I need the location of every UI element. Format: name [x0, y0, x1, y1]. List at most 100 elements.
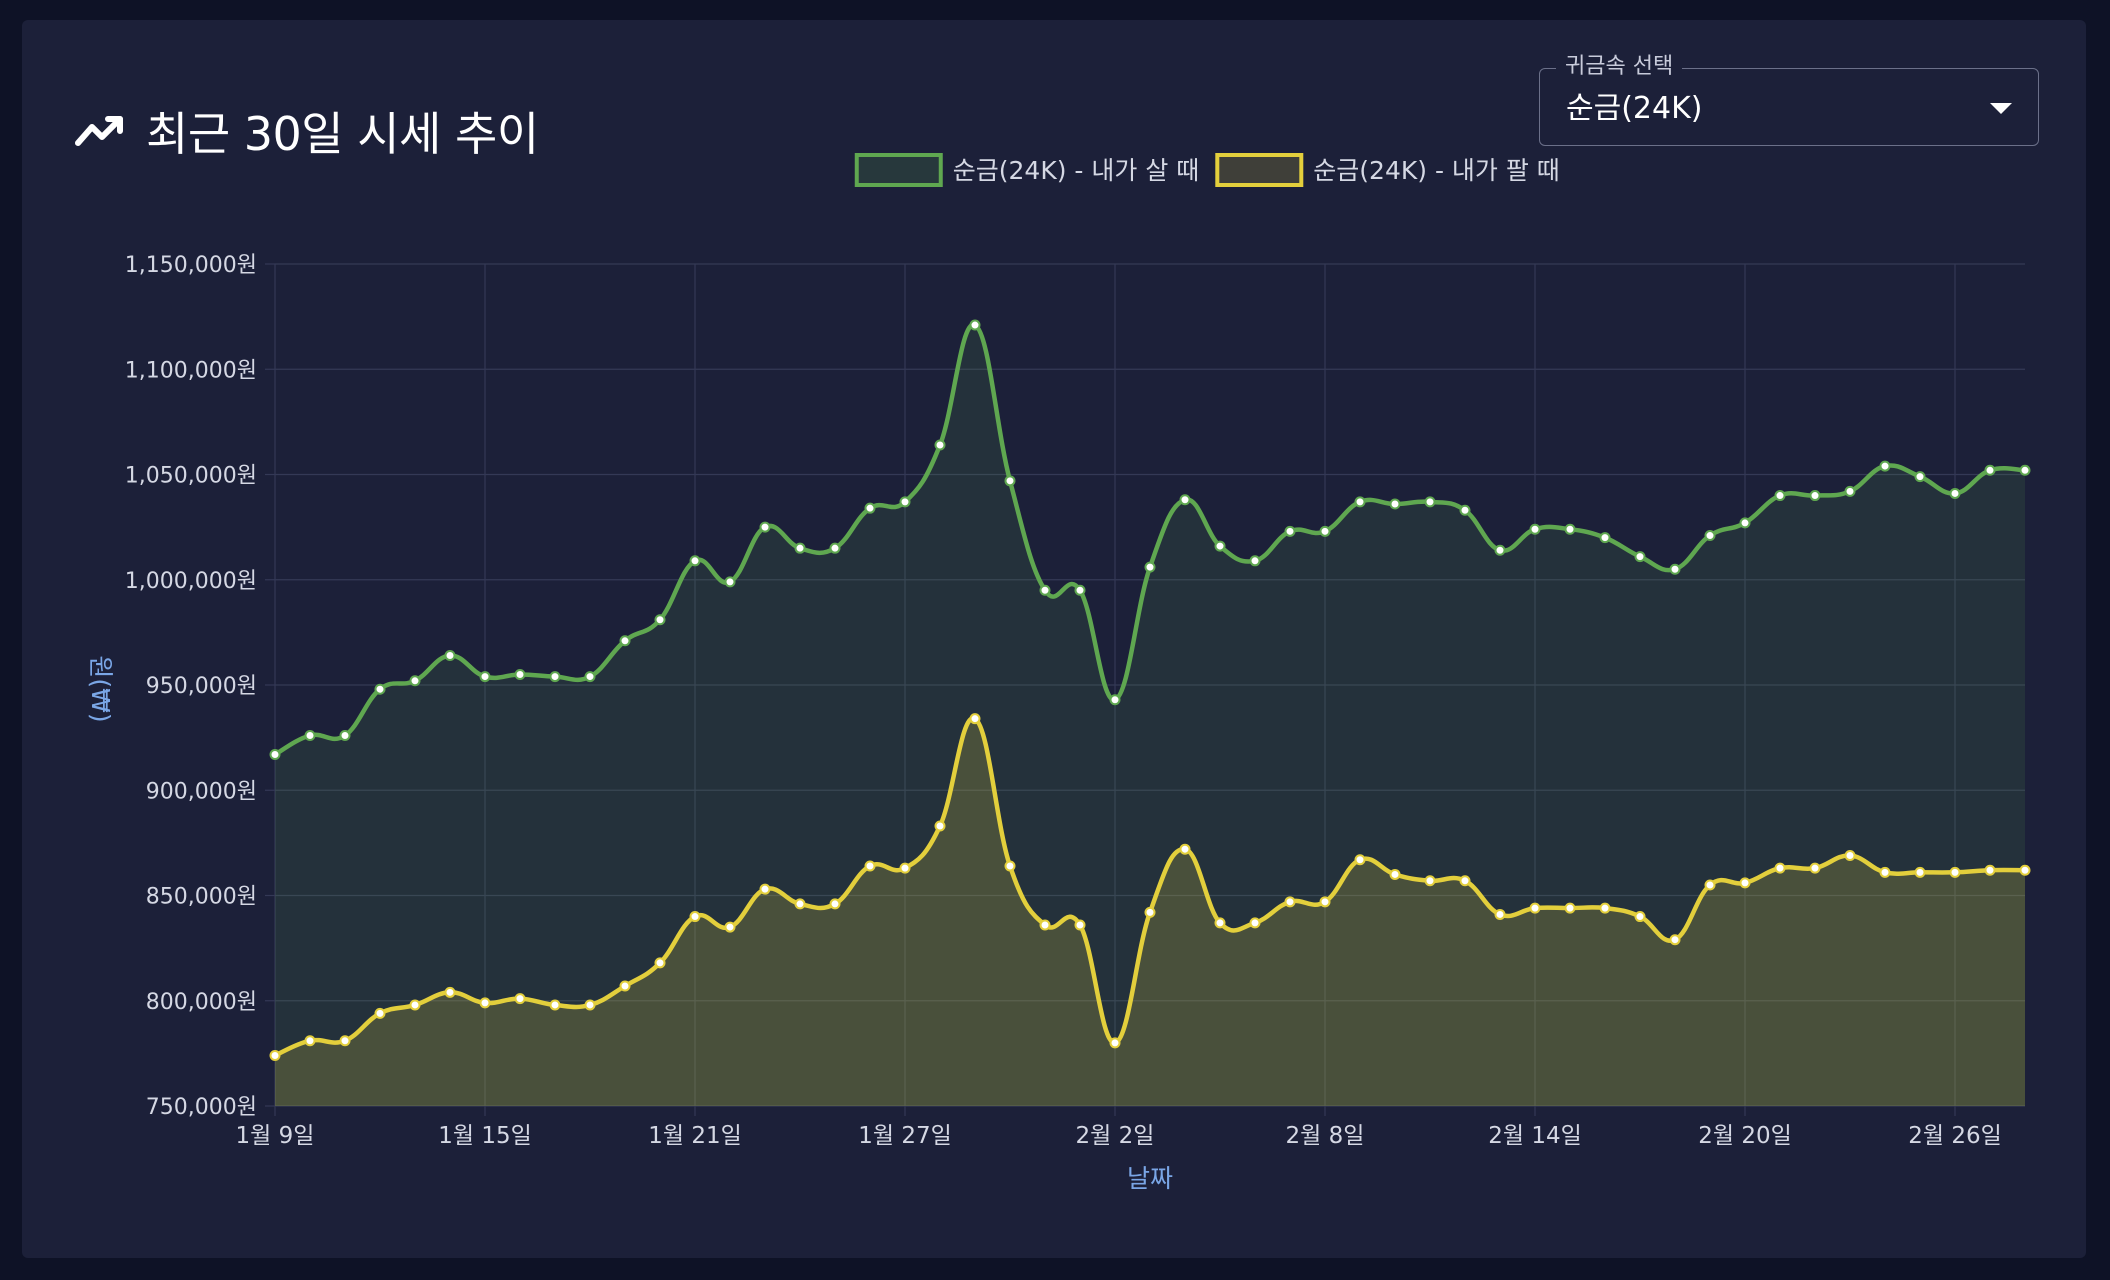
data-point[interactable] [1214, 917, 1226, 929]
data-point[interactable] [374, 683, 386, 695]
data-point[interactable] [864, 502, 876, 514]
data-point[interactable] [1704, 530, 1716, 542]
data-point[interactable] [1564, 902, 1576, 914]
data-point[interactable] [1004, 860, 1016, 872]
data-point[interactable] [1144, 561, 1156, 573]
data-point[interactable] [1914, 866, 1926, 878]
data-point[interactable] [584, 671, 596, 683]
data-point[interactable] [1249, 917, 1261, 929]
data-point[interactable] [304, 730, 316, 742]
data-point[interactable] [1074, 919, 1086, 931]
data-point[interactable] [444, 986, 456, 998]
data-point[interactable] [1844, 850, 1856, 862]
data-point[interactable] [689, 555, 701, 567]
data-point[interactable] [724, 921, 736, 933]
data-point[interactable] [1144, 906, 1156, 918]
data-point[interactable] [1984, 864, 1996, 876]
data-point[interactable] [794, 542, 806, 554]
data-point[interactable] [1949, 866, 1961, 878]
data-point[interactable] [1214, 540, 1226, 552]
data-point[interactable] [1774, 862, 1786, 874]
data-point[interactable] [1984, 464, 1996, 476]
data-point[interactable] [829, 898, 841, 910]
data-point[interactable] [1599, 902, 1611, 914]
data-point[interactable] [1109, 1037, 1121, 1049]
data-point[interactable] [829, 542, 841, 554]
data-point[interactable] [1179, 494, 1191, 506]
data-point[interactable] [689, 911, 701, 923]
data-point[interactable] [1319, 896, 1331, 908]
data-point[interactable] [549, 999, 561, 1011]
data-point[interactable] [1774, 490, 1786, 502]
data-point[interactable] [1039, 919, 1051, 931]
data-point[interactable] [1354, 496, 1366, 508]
data-point[interactable] [584, 999, 596, 1011]
data-point[interactable] [1284, 896, 1296, 908]
data-point[interactable] [1879, 866, 1891, 878]
data-point[interactable] [724, 576, 736, 588]
metal-select[interactable]: 귀금속 선택 순금(24K) [1539, 53, 2039, 146]
data-point[interactable] [444, 650, 456, 662]
data-point[interactable] [1109, 694, 1121, 706]
data-point[interactable] [1669, 563, 1681, 575]
data-point[interactable] [1844, 485, 1856, 497]
data-point[interactable] [1179, 843, 1191, 855]
data-point[interactable] [304, 1035, 316, 1047]
data-point[interactable] [1494, 908, 1506, 920]
data-point[interactable] [1809, 490, 1821, 502]
data-point[interactable] [1949, 487, 1961, 499]
data-point[interactable] [1599, 532, 1611, 544]
data-point[interactable] [619, 635, 631, 647]
legend-label-1[interactable]: 순금(24K) - 내가 살 때 [953, 156, 1200, 185]
chevron-down-icon[interactable] [1990, 103, 2012, 114]
data-point[interactable] [1739, 517, 1751, 529]
data-point[interactable] [479, 997, 491, 1009]
data-point[interactable] [514, 668, 526, 680]
data-point[interactable] [1459, 875, 1471, 887]
legend-swatch-2[interactable] [1215, 153, 1304, 187]
data-point[interactable] [1669, 934, 1681, 946]
data-point[interactable] [339, 1035, 351, 1047]
data-point[interactable] [1004, 475, 1016, 487]
data-point[interactable] [1389, 498, 1401, 510]
data-point[interactable] [1424, 875, 1436, 887]
data-point[interactable] [1529, 523, 1541, 535]
data-point[interactable] [1809, 862, 1821, 874]
data-point[interactable] [1704, 879, 1716, 891]
data-point[interactable] [969, 713, 981, 725]
data-point[interactable] [759, 883, 771, 895]
data-point[interactable] [1564, 523, 1576, 535]
data-point[interactable] [2019, 864, 2031, 876]
data-point[interactable] [1494, 544, 1506, 556]
data-point[interactable] [1354, 854, 1366, 866]
data-point[interactable] [409, 999, 421, 1011]
legend-swatch-1[interactable] [854, 153, 943, 187]
data-point[interactable] [1284, 525, 1296, 537]
data-point[interactable] [1529, 902, 1541, 914]
data-point[interactable] [1039, 584, 1051, 596]
data-point[interactable] [514, 993, 526, 1005]
data-point[interactable] [654, 957, 666, 969]
data-point[interactable] [409, 675, 421, 687]
data-point[interactable] [269, 1049, 281, 1061]
data-point[interactable] [1249, 555, 1261, 567]
data-point[interactable] [794, 898, 806, 910]
data-point[interactable] [899, 862, 911, 874]
data-point[interactable] [1879, 460, 1891, 472]
data-point[interactable] [934, 820, 946, 832]
data-point[interactable] [969, 319, 981, 331]
data-point[interactable] [1634, 911, 1646, 923]
data-point[interactable] [654, 614, 666, 626]
data-point[interactable] [1634, 551, 1646, 563]
data-point[interactable] [1914, 471, 1926, 483]
data-point[interactable] [1319, 525, 1331, 537]
data-point[interactable] [339, 730, 351, 742]
data-point[interactable] [1459, 504, 1471, 516]
data-point[interactable] [549, 671, 561, 683]
data-point[interactable] [269, 748, 281, 760]
data-point[interactable] [374, 1007, 386, 1019]
data-point[interactable] [1389, 868, 1401, 880]
data-point[interactable] [1074, 584, 1086, 596]
data-point[interactable] [1424, 496, 1436, 508]
data-point[interactable] [934, 439, 946, 451]
